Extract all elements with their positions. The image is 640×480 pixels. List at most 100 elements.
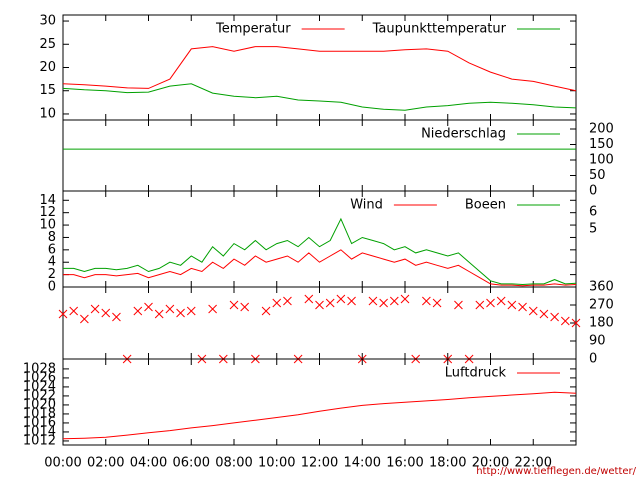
y-tick-label: 1014 — [23, 424, 56, 439]
direction-point — [186, 306, 196, 316]
direction-point — [90, 304, 100, 314]
direction-point — [176, 308, 185, 318]
legend-label: Wind — [350, 198, 383, 213]
y-tick-label: 12 — [39, 205, 56, 220]
direction-point — [475, 300, 485, 310]
direction-point — [154, 309, 164, 319]
x-tick-label: 18:00 — [429, 456, 466, 471]
legend-label: Luftdruck — [445, 366, 507, 381]
series-line — [63, 217, 577, 286]
legend-label: Temperatur — [215, 22, 291, 37]
footer-url: http://www.tiefflegen.de/wetter/ — [476, 466, 636, 477]
direction-point — [165, 304, 175, 314]
x-tick-label: 04:00 — [130, 456, 167, 471]
y2-tick-label: 270 — [589, 298, 614, 313]
y-tick-label: 0 — [48, 280, 56, 295]
direction-point — [101, 308, 111, 318]
panel-frame — [62, 286, 577, 360]
x-tick-label: 06:00 — [173, 456, 210, 471]
y-tick-label: 1018 — [23, 406, 56, 421]
direction-point — [112, 312, 121, 322]
direction-point — [261, 306, 271, 316]
y-tick-label: 1024 — [23, 379, 56, 394]
series-line — [63, 249, 577, 287]
direction-point — [528, 306, 538, 316]
direction-point — [507, 300, 517, 310]
direction-point — [272, 298, 282, 308]
y-tick-label: 4 — [48, 255, 56, 270]
series-line — [62, 83, 577, 111]
direction-point — [422, 296, 431, 306]
y-tick-label: 15 — [39, 83, 56, 98]
y-tick-label: 1012 — [23, 433, 56, 448]
direction-point — [347, 296, 356, 306]
x-tick-label: 22:00 — [515, 456, 552, 471]
beaufort-label: 5 — [589, 221, 597, 236]
y-tick-label: 1020 — [23, 397, 56, 412]
direction-point — [208, 304, 217, 314]
y-tick-label: 1026 — [23, 370, 56, 385]
direction-point — [240, 302, 250, 312]
y-tick-label: 1016 — [23, 415, 56, 430]
direction-point — [560, 316, 570, 326]
y-tick-label: 10 — [39, 106, 56, 121]
y-tick-label: 20 — [39, 60, 56, 75]
legend-label: Niederschlag — [421, 127, 506, 142]
direction-point — [336, 294, 346, 304]
direction-point — [69, 306, 79, 316]
x-tick-label: 20:00 — [472, 456, 509, 471]
y-tick-label: 10 — [39, 218, 56, 233]
x-tick-label: 12:00 — [301, 456, 338, 471]
y-tick-label: 14 — [39, 193, 56, 208]
series-line — [62, 391, 577, 440]
y2-tick-label: 90 — [589, 334, 606, 349]
y2-tick-label: 100 — [589, 152, 614, 167]
y-tick-label: 6 — [48, 242, 56, 257]
direction-point — [550, 312, 559, 322]
y2-tick-label: 200 — [589, 121, 614, 136]
x-tick-label: 00:00 — [44, 456, 81, 471]
series-line — [62, 46, 577, 92]
direction-point — [454, 300, 463, 310]
y-tick-label: 1022 — [23, 388, 56, 403]
y-tick-label: 30 — [39, 14, 56, 29]
y2-tick-label: 0 — [589, 352, 597, 367]
y-tick-label: 2 — [48, 267, 56, 282]
legend-label: Taupunkttemperatur — [372, 22, 507, 37]
direction-point — [283, 296, 292, 306]
direction-point — [58, 309, 68, 319]
y-tick-label: 8 — [48, 230, 56, 245]
x-tick-label: 08:00 — [215, 456, 252, 471]
y-tick-label: 1028 — [23, 361, 56, 376]
direction-point — [486, 298, 495, 308]
direction-point — [539, 309, 549, 319]
direction-point — [518, 302, 527, 312]
y-tick-label: 25 — [39, 37, 56, 52]
beaufort-label: 6 — [589, 205, 597, 220]
direction-point — [315, 300, 324, 310]
direction-point — [571, 318, 581, 328]
direction-point — [80, 314, 89, 324]
y2-tick-label: 360 — [589, 280, 614, 295]
x-tick-label: 10:00 — [258, 456, 295, 471]
legend-label: Boeen — [465, 198, 506, 213]
direction-point — [144, 302, 153, 312]
direction-point — [400, 294, 410, 304]
direction-point — [133, 306, 143, 316]
direction-point — [432, 298, 442, 308]
direction-point — [229, 300, 239, 310]
direction-point — [304, 294, 314, 304]
y2-tick-label: 150 — [589, 137, 614, 152]
x-tick-label: 02:00 — [87, 456, 124, 471]
x-tick-label: 16:00 — [386, 456, 423, 471]
direction-point — [379, 298, 388, 308]
direction-point — [496, 296, 506, 306]
direction-point — [325, 298, 335, 308]
y2-tick-label: 180 — [589, 316, 614, 331]
direction-point — [389, 296, 399, 306]
x-tick-label: 14:00 — [344, 456, 381, 471]
y2-tick-label: 50 — [589, 168, 606, 183]
direction-point — [368, 296, 378, 306]
y2-tick-label: 0 — [589, 184, 597, 199]
